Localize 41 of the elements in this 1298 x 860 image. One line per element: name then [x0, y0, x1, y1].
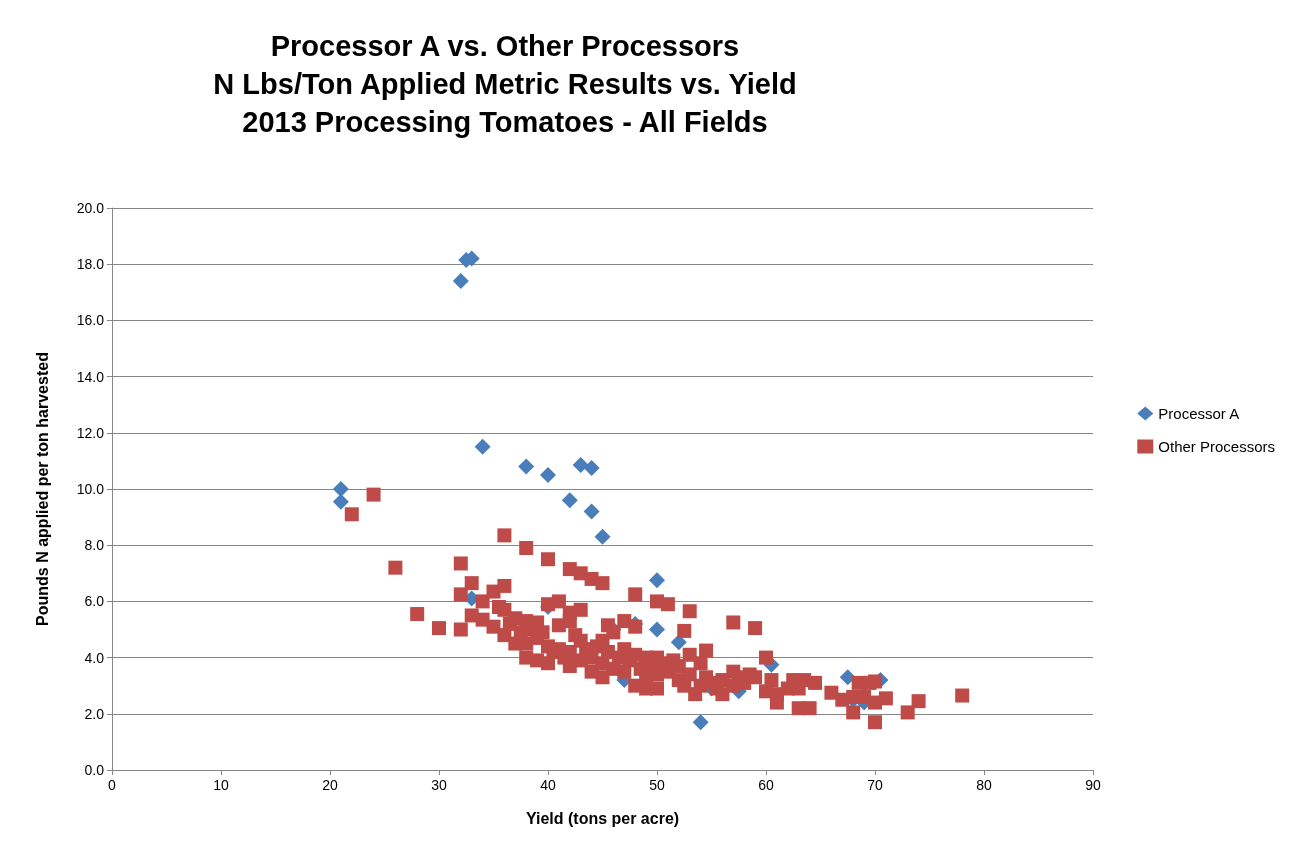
y-tick-label: 20.0	[76, 200, 105, 216]
y-tick-label: 16.0	[76, 312, 105, 329]
point	[540, 466, 556, 483]
x-tick-label: 40	[540, 777, 556, 793]
point	[452, 273, 469, 290]
point	[583, 503, 600, 520]
point	[649, 621, 665, 638]
y-tick-label: 14.0	[76, 368, 105, 385]
y-tick-label: 4.0	[84, 649, 105, 666]
chart-title: Processor A vs. Other Processors N Lbs/Ton Applied Metric Results vs. Yield 2013 Processing Tomatoes - All Fields	[213, 30, 797, 138]
y-tick-label: 12.0	[76, 424, 105, 441]
legend-label: Processor A	[1158, 405, 1240, 422]
x-tick-label: 70	[867, 777, 883, 793]
point	[518, 458, 535, 475]
x-tick-label: 10	[213, 777, 229, 793]
x-axis-title: Yield (tons per acre)	[525, 809, 680, 827]
y-tick-label: 8.0	[84, 537, 105, 554]
x-tick-label: 50	[649, 777, 665, 793]
x-tick-label: 20	[322, 777, 338, 793]
legend-label: Other Processors	[1158, 438, 1276, 455]
point	[474, 438, 491, 455]
point	[692, 714, 709, 731]
point	[594, 528, 611, 545]
point	[332, 493, 349, 510]
x-tick-label: 60	[758, 777, 774, 793]
y-tick-label: 18.0	[76, 256, 105, 273]
y-tick-label: 0.0	[84, 762, 105, 778]
y-tick-label: 10.0	[76, 481, 105, 497]
point	[583, 459, 600, 476]
x-tick-label: 0	[108, 777, 117, 793]
y-axis-title: Pounds N applied per ton harvested	[33, 352, 51, 626]
x-tick-label: 30	[431, 777, 447, 793]
y-tick-label: 6.0	[84, 593, 105, 610]
y-tick-label: 2.0	[84, 705, 105, 722]
point	[839, 669, 856, 686]
x-tick-label: 80	[976, 777, 992, 793]
point	[649, 572, 665, 589]
point	[332, 481, 349, 497]
point	[572, 457, 589, 474]
point	[561, 492, 578, 509]
x-tick-label: 90	[1085, 777, 1101, 793]
